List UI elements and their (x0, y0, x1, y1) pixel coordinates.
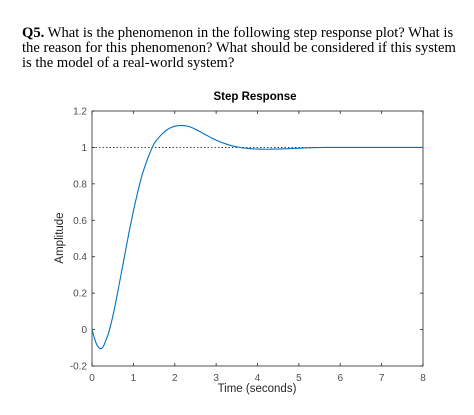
x-tick-label: 5 (296, 373, 302, 384)
chart-title: Step Response (213, 91, 296, 103)
y-tick-label: 1 (81, 143, 87, 154)
y-axis-label: Amplitude (54, 212, 66, 263)
x-tick-label: 0 (89, 373, 95, 384)
x-tick-label: 8 (420, 373, 426, 384)
step-response-line (91, 124, 423, 350)
y-axis-ticks: -0.2 0 0.2 0.4 0.6 0.8 1 1.2 (70, 107, 423, 373)
y-tick-label: 0 (81, 325, 87, 336)
x-axis-ticks: 0 1 2 3 4 5 6 7 8 (89, 111, 426, 384)
y-tick-label: 0.6 (73, 216, 87, 227)
x-tick-label: 1 (131, 373, 137, 384)
question-text: Q5. What is the phenomenon in the follow… (22, 26, 462, 71)
question-number: Q5. (22, 25, 45, 41)
x-tick-label: 2 (172, 373, 178, 384)
y-tick-label: 0.4 (73, 252, 87, 263)
y-tick-label: -0.2 (70, 362, 88, 373)
y-tick-label: 0.2 (73, 289, 87, 300)
y-tick-label: 0.8 (73, 179, 87, 190)
x-tick-label: 7 (379, 373, 385, 384)
plot-frame (91, 110, 424, 367)
x-tick-label: 6 (337, 373, 343, 384)
question-body: What is the phenomenon in the following … (22, 25, 456, 71)
y-tick-label: 1.2 (73, 107, 87, 118)
x-tick-label: 3 (213, 373, 219, 384)
x-axis-label: Time (seconds) (218, 383, 297, 395)
x-tick-label: 4 (255, 373, 261, 384)
